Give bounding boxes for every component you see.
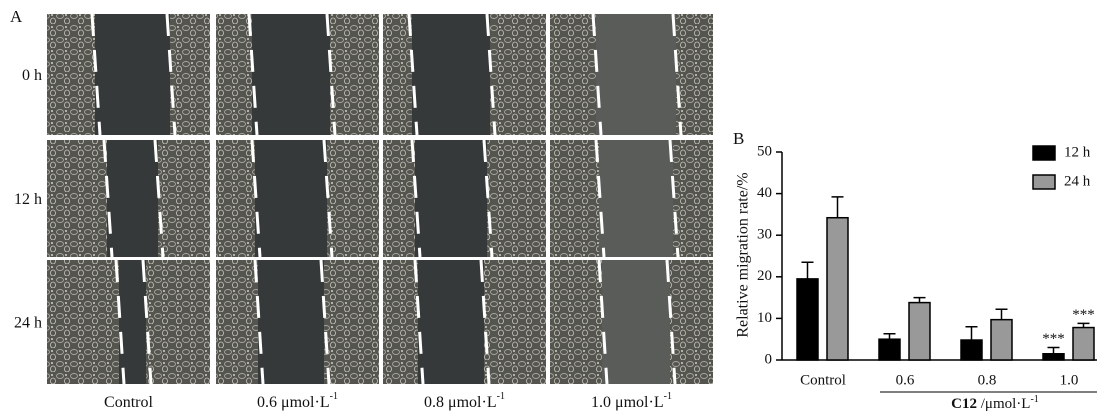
column-label: 1.0 μmol·L-1	[591, 391, 672, 410]
wound-gap	[412, 14, 490, 135]
column-label: Control	[104, 394, 153, 411]
wound-gap	[415, 140, 487, 257]
column-label: 0.6 μmol·L-1	[257, 391, 338, 410]
wound-gap	[602, 260, 670, 384]
bar	[879, 339, 900, 360]
row-label: 24 h	[14, 315, 42, 332]
column-label-sup: -1	[664, 391, 672, 402]
wound-gap	[258, 260, 324, 384]
figure: A 0 h12 h24 hControl0.6 μmol·L-10.8 μmol…	[0, 0, 1097, 413]
column-label-text: Control	[104, 394, 153, 411]
wound-gap	[418, 260, 484, 384]
x-axis-label: C12 /μmol·L-1	[951, 394, 1039, 412]
y-tick-label: 10	[757, 310, 772, 326]
column-label-sup: -1	[330, 391, 338, 402]
panel-b: B Relative migration rate/% C12 /μmol·L-…	[733, 129, 1097, 413]
bar	[991, 320, 1012, 360]
column-label: 0.8 μmol·L-1	[424, 391, 505, 410]
y-tick-label: 40	[757, 185, 772, 201]
legend-label: 24 h	[1064, 173, 1091, 189]
error-bar	[1048, 348, 1060, 354]
wound-gap	[119, 260, 146, 384]
bar	[1043, 354, 1064, 360]
error-bar	[832, 197, 844, 218]
wound-gap	[599, 140, 673, 257]
panel-label: A	[10, 7, 23, 26]
y-tick-label: 20	[757, 268, 772, 284]
wound-gap	[252, 14, 330, 135]
column-label-text: 1.0 μmol·L	[591, 394, 664, 411]
error-bar	[966, 327, 978, 340]
y-tick-label: 0	[765, 351, 773, 367]
legend-swatch	[1033, 146, 1055, 160]
legend-label: 12 h	[1064, 144, 1091, 160]
bar	[909, 303, 930, 360]
error-bar	[996, 309, 1008, 319]
column-label-sup: -1	[497, 391, 505, 402]
error-bar	[802, 262, 814, 279]
x-tick-label: 1.0	[1060, 372, 1079, 388]
significance: ***	[1042, 331, 1065, 347]
bar	[797, 279, 818, 360]
x-tick-label: Control	[800, 372, 846, 388]
bar	[1073, 328, 1094, 360]
wound-gap	[107, 140, 158, 257]
x-axis-label-bold: C12	[951, 396, 977, 412]
row-label: 12 h	[14, 191, 42, 208]
column-label-text: 0.8 μmol·L	[424, 394, 497, 411]
wound-gap	[255, 140, 327, 257]
wound-gap	[95, 14, 170, 135]
y-tick-label: 30	[757, 227, 772, 243]
bar	[961, 340, 982, 360]
significance: ***	[1072, 307, 1095, 323]
x-axis-label-sup: -1	[1030, 394, 1038, 405]
x-tick-label: 0.6	[896, 372, 915, 388]
legend-swatch	[1033, 175, 1055, 189]
panel-label: B	[733, 129, 744, 148]
column-label-text: 0.6 μmol·L	[257, 394, 330, 411]
y-axis-label: Relative migration rate/%	[735, 172, 752, 337]
wound-gap	[596, 14, 676, 135]
error-bar	[884, 334, 896, 339]
bar	[827, 218, 848, 360]
y-tick-label: 50	[757, 143, 772, 159]
x-tick-label: 0.8	[978, 372, 997, 388]
row-label: 0 h	[22, 67, 42, 84]
x-axis-label-text: /μmol·L	[977, 396, 1030, 412]
